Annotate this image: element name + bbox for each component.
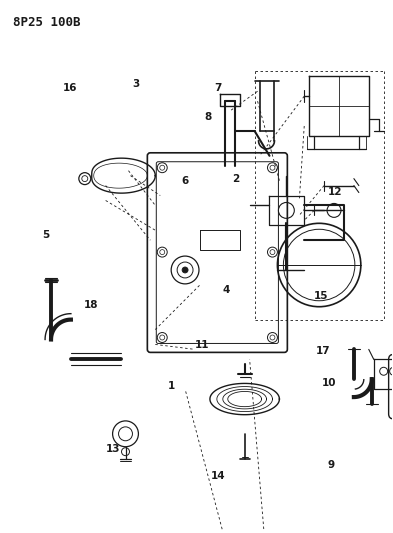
Text: 10: 10	[322, 378, 336, 388]
Text: 6: 6	[181, 176, 188, 186]
Text: 3: 3	[132, 79, 140, 89]
Text: 9: 9	[327, 460, 335, 470]
Text: 17: 17	[316, 346, 331, 356]
Text: 1: 1	[167, 381, 175, 391]
Text: 7: 7	[214, 83, 222, 93]
Text: 8: 8	[205, 112, 212, 122]
Text: 18: 18	[84, 300, 98, 310]
Text: 12: 12	[328, 188, 342, 197]
Text: 14: 14	[211, 471, 225, 481]
Text: 5: 5	[42, 230, 50, 240]
Circle shape	[182, 267, 188, 273]
Text: 4: 4	[222, 285, 230, 295]
Text: 2: 2	[232, 174, 239, 184]
Text: 15: 15	[314, 290, 329, 301]
Text: 8P25 100B: 8P25 100B	[13, 16, 81, 29]
Text: 13: 13	[105, 444, 120, 454]
Text: 11: 11	[195, 340, 209, 350]
Text: 16: 16	[62, 83, 77, 93]
